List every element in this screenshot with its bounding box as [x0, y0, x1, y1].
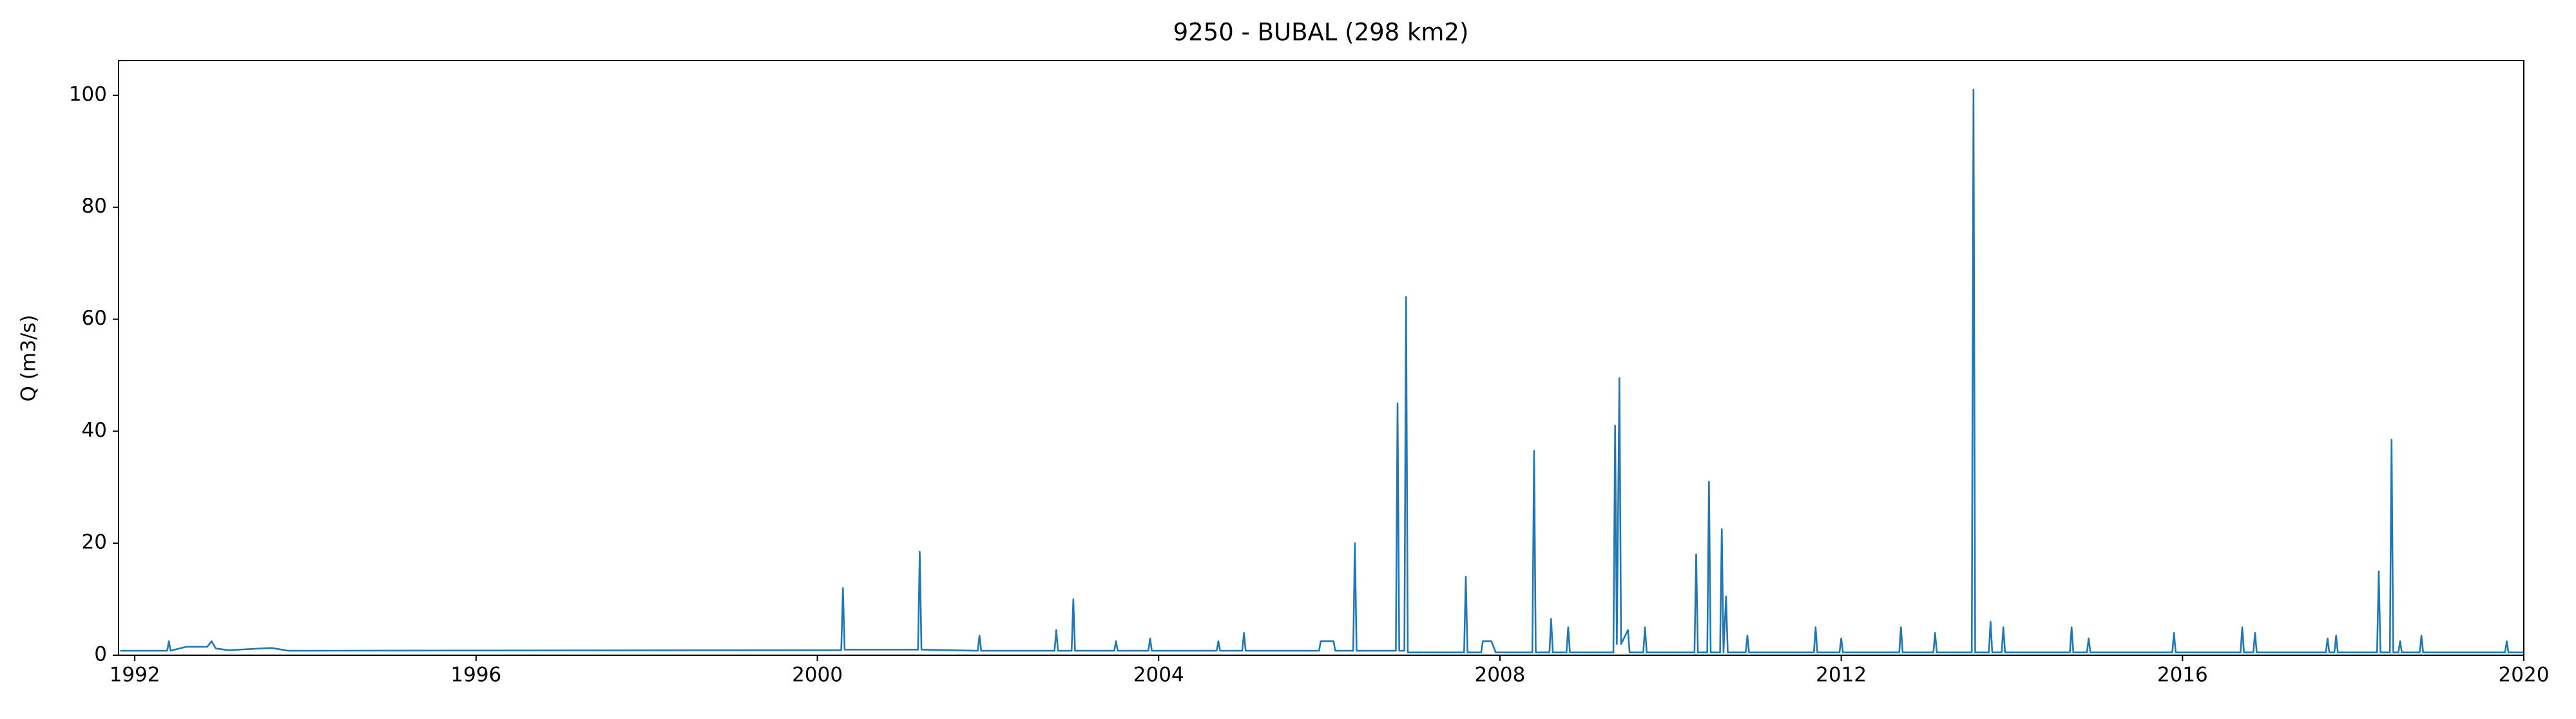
chart-title: 9250 - BUBAL (298 km2) — [1173, 19, 1469, 46]
y-tick-label: 0 — [94, 643, 107, 666]
y-tick-label: 80 — [82, 195, 107, 218]
data-line — [120, 88, 2524, 653]
x-tick-label: 2000 — [792, 664, 843, 687]
x-tick-label: 2012 — [1816, 664, 1867, 687]
x-tick-label: 2008 — [1474, 664, 1525, 687]
plot-frame — [118, 60, 2524, 656]
y-tick-label: 60 — [82, 307, 107, 330]
x-tick-label: 2004 — [1133, 664, 1184, 687]
x-tick-label: 2020 — [2499, 664, 2550, 687]
y-tick-label: 100 — [69, 82, 107, 106]
y-tick-label: 20 — [82, 531, 107, 554]
x-tick-label: 1992 — [110, 664, 160, 687]
y-axis-label: Q (m3/s) — [17, 315, 41, 402]
x-tick-label: 1996 — [450, 664, 501, 687]
x-tick-label: 2016 — [2157, 664, 2208, 687]
y-tick-label: 40 — [82, 419, 107, 442]
